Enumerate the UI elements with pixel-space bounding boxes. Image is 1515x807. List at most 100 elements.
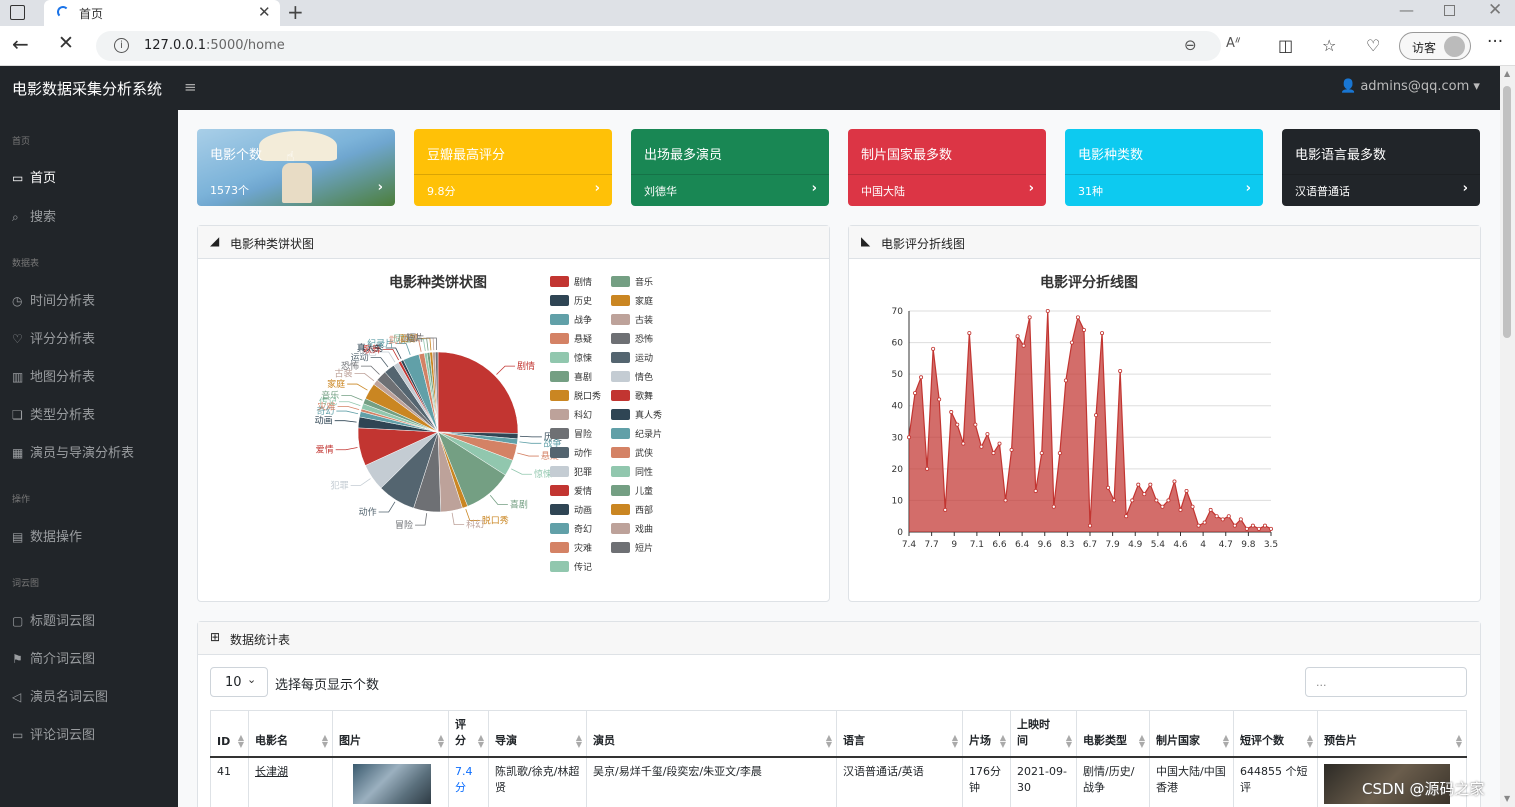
card-footer[interactable]: 9.8分 ›	[414, 174, 612, 206]
sidebar-toggle-icon[interactable]: ≡	[184, 78, 197, 96]
x-tick-label: 3.5	[1264, 540, 1278, 550]
sidebar-item-time[interactable]: ◷ 时间分析表	[12, 290, 95, 309]
page-scrollbar[interactable]: ▲ ▼	[1500, 66, 1515, 807]
user-menu[interactable]: 👤 admins@qq.com ▾	[1340, 79, 1480, 94]
new-tab-icon[interactable]: +	[287, 0, 304, 24]
profile-button[interactable]: 访客	[1399, 32, 1471, 60]
url-text[interactable]: 127.0.0.1:5000/home	[144, 38, 285, 53]
data-point	[1087, 523, 1092, 528]
pie-label-line	[415, 513, 428, 526]
zoom-out-icon[interactable]: ⊖	[1184, 36, 1197, 54]
panel-title: 电影评分折线图	[881, 237, 966, 251]
card-value: 1573个	[210, 184, 249, 197]
stat-card-top-actor[interactable]: 出场最多演员 刘德华 ›	[631, 129, 829, 206]
column-header-actors[interactable]: 演员 ▲ ▼	[586, 710, 837, 758]
legend-swatch	[611, 428, 630, 439]
legend-label: 灾难	[574, 542, 592, 554]
column-header-director[interactable]: 导演 ▲ ▼	[488, 710, 587, 758]
chart-title: 电影种类饼状图	[389, 274, 487, 291]
stat-card-top-country[interactable]: 制片国家最多数 中国大陆 ›	[848, 129, 1046, 206]
favorites-icon[interactable]: ☆	[1322, 36, 1337, 55]
legend-label: 惊悚	[574, 352, 592, 364]
window-close-icon[interactable]: ✕	[1488, 0, 1503, 20]
data-point	[1106, 485, 1111, 490]
sidebar-item-score[interactable]: ♡ 评分分析表	[12, 328, 95, 347]
card-footer[interactable]: 1573个 ›	[197, 174, 395, 206]
scroll-up-icon[interactable]: ▲	[1504, 69, 1511, 78]
column-header-language[interactable]: 语言 ▲ ▼	[836, 710, 963, 758]
card-footer[interactable]: 刘德华 ›	[631, 174, 829, 206]
stop-loading-icon[interactable]: ✕	[58, 32, 74, 54]
sidebar-item-summary-cloud[interactable]: ⚑ 简介词云图	[12, 648, 95, 667]
card-title: 电影语言最多数	[1295, 148, 1387, 163]
data-point	[1142, 492, 1147, 497]
card-footer[interactable]: 汉语普通话 ›	[1282, 174, 1480, 206]
sort-icon: ▲ ▼	[1065, 732, 1072, 749]
browser-essentials-icon[interactable]: ♡	[1366, 36, 1381, 55]
card-footer[interactable]: 31种 ›	[1065, 174, 1263, 206]
line-chart: 电影评分折线图 0 10 20 30 40 50 60 70 7.4 7.7 9 7.1 6.6 6.4 9.…	[892, 274, 1279, 550]
legend-label: 动作	[574, 447, 592, 459]
browser-tab[interactable]: 首页 ✕	[44, 0, 280, 26]
column-header-duration[interactable]: 片场 ▲ ▼	[962, 710, 1011, 758]
page-size-select[interactable]: 10 ⌄	[210, 667, 268, 697]
pie-label-line	[396, 343, 411, 355]
stat-card-top-language[interactable]: 电影语言最多数 汉语普通话 ›	[1282, 129, 1480, 206]
browser-tab-strip: 首页 ✕ + — ✕	[0, 0, 1515, 26]
minimize-icon[interactable]: —	[1399, 1, 1414, 19]
column-header-genre[interactable]: 电影类型 ▲ ▼	[1076, 710, 1150, 758]
chevron-right-icon: ›	[1028, 181, 1034, 196]
trailer-video[interactable]	[1324, 763, 1450, 804]
stat-card-top-score[interactable]: 豆瓣最高评分 9.8分 ›	[414, 129, 612, 206]
back-icon[interactable]: ←	[12, 32, 29, 56]
legend-swatch	[550, 333, 569, 344]
sidebar-item-actor[interactable]: ▦ 演员与导演分析表	[12, 442, 134, 461]
legend-swatch	[611, 295, 630, 306]
column-header-id[interactable]: ID ▲ ▼	[210, 710, 249, 758]
tab-actions-icon[interactable]	[10, 5, 25, 20]
column-header-trailer[interactable]: 预告片 ▲ ▼	[1317, 710, 1467, 758]
column-header-comments[interactable]: 短评个数 ▲ ▼	[1233, 710, 1318, 758]
card-footer[interactable]: 中国大陆 ›	[848, 174, 1046, 206]
poster-umbrella	[259, 131, 337, 161]
column-header-country[interactable]: 制片国家 ▲ ▼	[1149, 710, 1234, 758]
movie-link[interactable]: 长津湖	[255, 764, 288, 778]
scrollbar-thumb[interactable]	[1503, 86, 1511, 338]
pie-chart-panel: ◢ 电影种类饼状图 电影种类饼状图剧情历史战争悬疑惊悚喜剧脱口秀科幻冒险动作犯罪…	[197, 225, 830, 602]
column-header-release[interactable]: 上映时间 ▲ ▼	[1010, 710, 1077, 758]
cell-id: 41	[210, 756, 249, 807]
sidebar-item-actor-cloud[interactable]: ◁ 演员名词云图	[12, 686, 108, 705]
scroll-down-icon[interactable]: ▼	[1504, 794, 1511, 803]
legend-label: 动画	[574, 505, 592, 516]
sidebar-item-map[interactable]: ▥ 地图分析表	[12, 366, 95, 385]
sidebar-item-data-ops[interactable]: ▤ 数据操作	[12, 526, 82, 545]
x-tick-label: 4.6	[1173, 540, 1188, 550]
split-screen-icon[interactable]: ◫	[1278, 36, 1294, 55]
stat-card-genre-count[interactable]: 电影种类数 31种 ›	[1065, 129, 1263, 206]
sidebar-item-title-cloud[interactable]: ▢ 标题词云图	[12, 610, 95, 629]
read-aloud-icon[interactable]: Aᐥ	[1226, 36, 1241, 51]
sidebar-item-comment-cloud[interactable]: ▭ 评论词云图	[12, 724, 95, 743]
column-header-name[interactable]: 电影名 ▲ ▼	[248, 710, 333, 758]
sidebar-item-search[interactable]: ⌕ 搜索	[12, 206, 56, 225]
close-tab-icon[interactable]: ✕	[258, 3, 271, 21]
data-point	[1172, 479, 1177, 484]
legend-swatch	[611, 333, 630, 344]
column-label: 上映时间	[1017, 717, 1050, 747]
maximize-icon[interactable]	[1444, 5, 1455, 16]
site-info-icon[interactable]: i	[114, 38, 129, 53]
sidebar-item-type[interactable]: ❏ 类型分析表	[12, 404, 95, 423]
data-point	[961, 441, 966, 446]
legend-label: 情色	[635, 371, 653, 383]
search-input[interactable]: ...	[1305, 667, 1467, 697]
url-box[interactable]: i 127.0.0.1:5000/home ⊖ Aᐥ	[96, 31, 1241, 61]
more-menu-icon[interactable]: ···	[1487, 32, 1504, 52]
stat-card-movie-count[interactable]: 电影个数 ☝ 1573个 ›	[197, 129, 395, 206]
top-navbar: 电影数据采集分析系统 ≡ 👤 admins@qq.com ▾	[0, 66, 1500, 110]
legend-label: 剧情	[574, 276, 592, 288]
column-header-image[interactable]: 图片 ▲ ▼	[332, 710, 449, 758]
brand[interactable]: 电影数据采集分析系统	[12, 80, 163, 98]
sidebar-item-home[interactable]: ▭ 首页	[12, 167, 56, 186]
column-header-score[interactable]: 评分 ▲ ▼	[448, 710, 489, 758]
pie-label-line	[465, 509, 480, 521]
